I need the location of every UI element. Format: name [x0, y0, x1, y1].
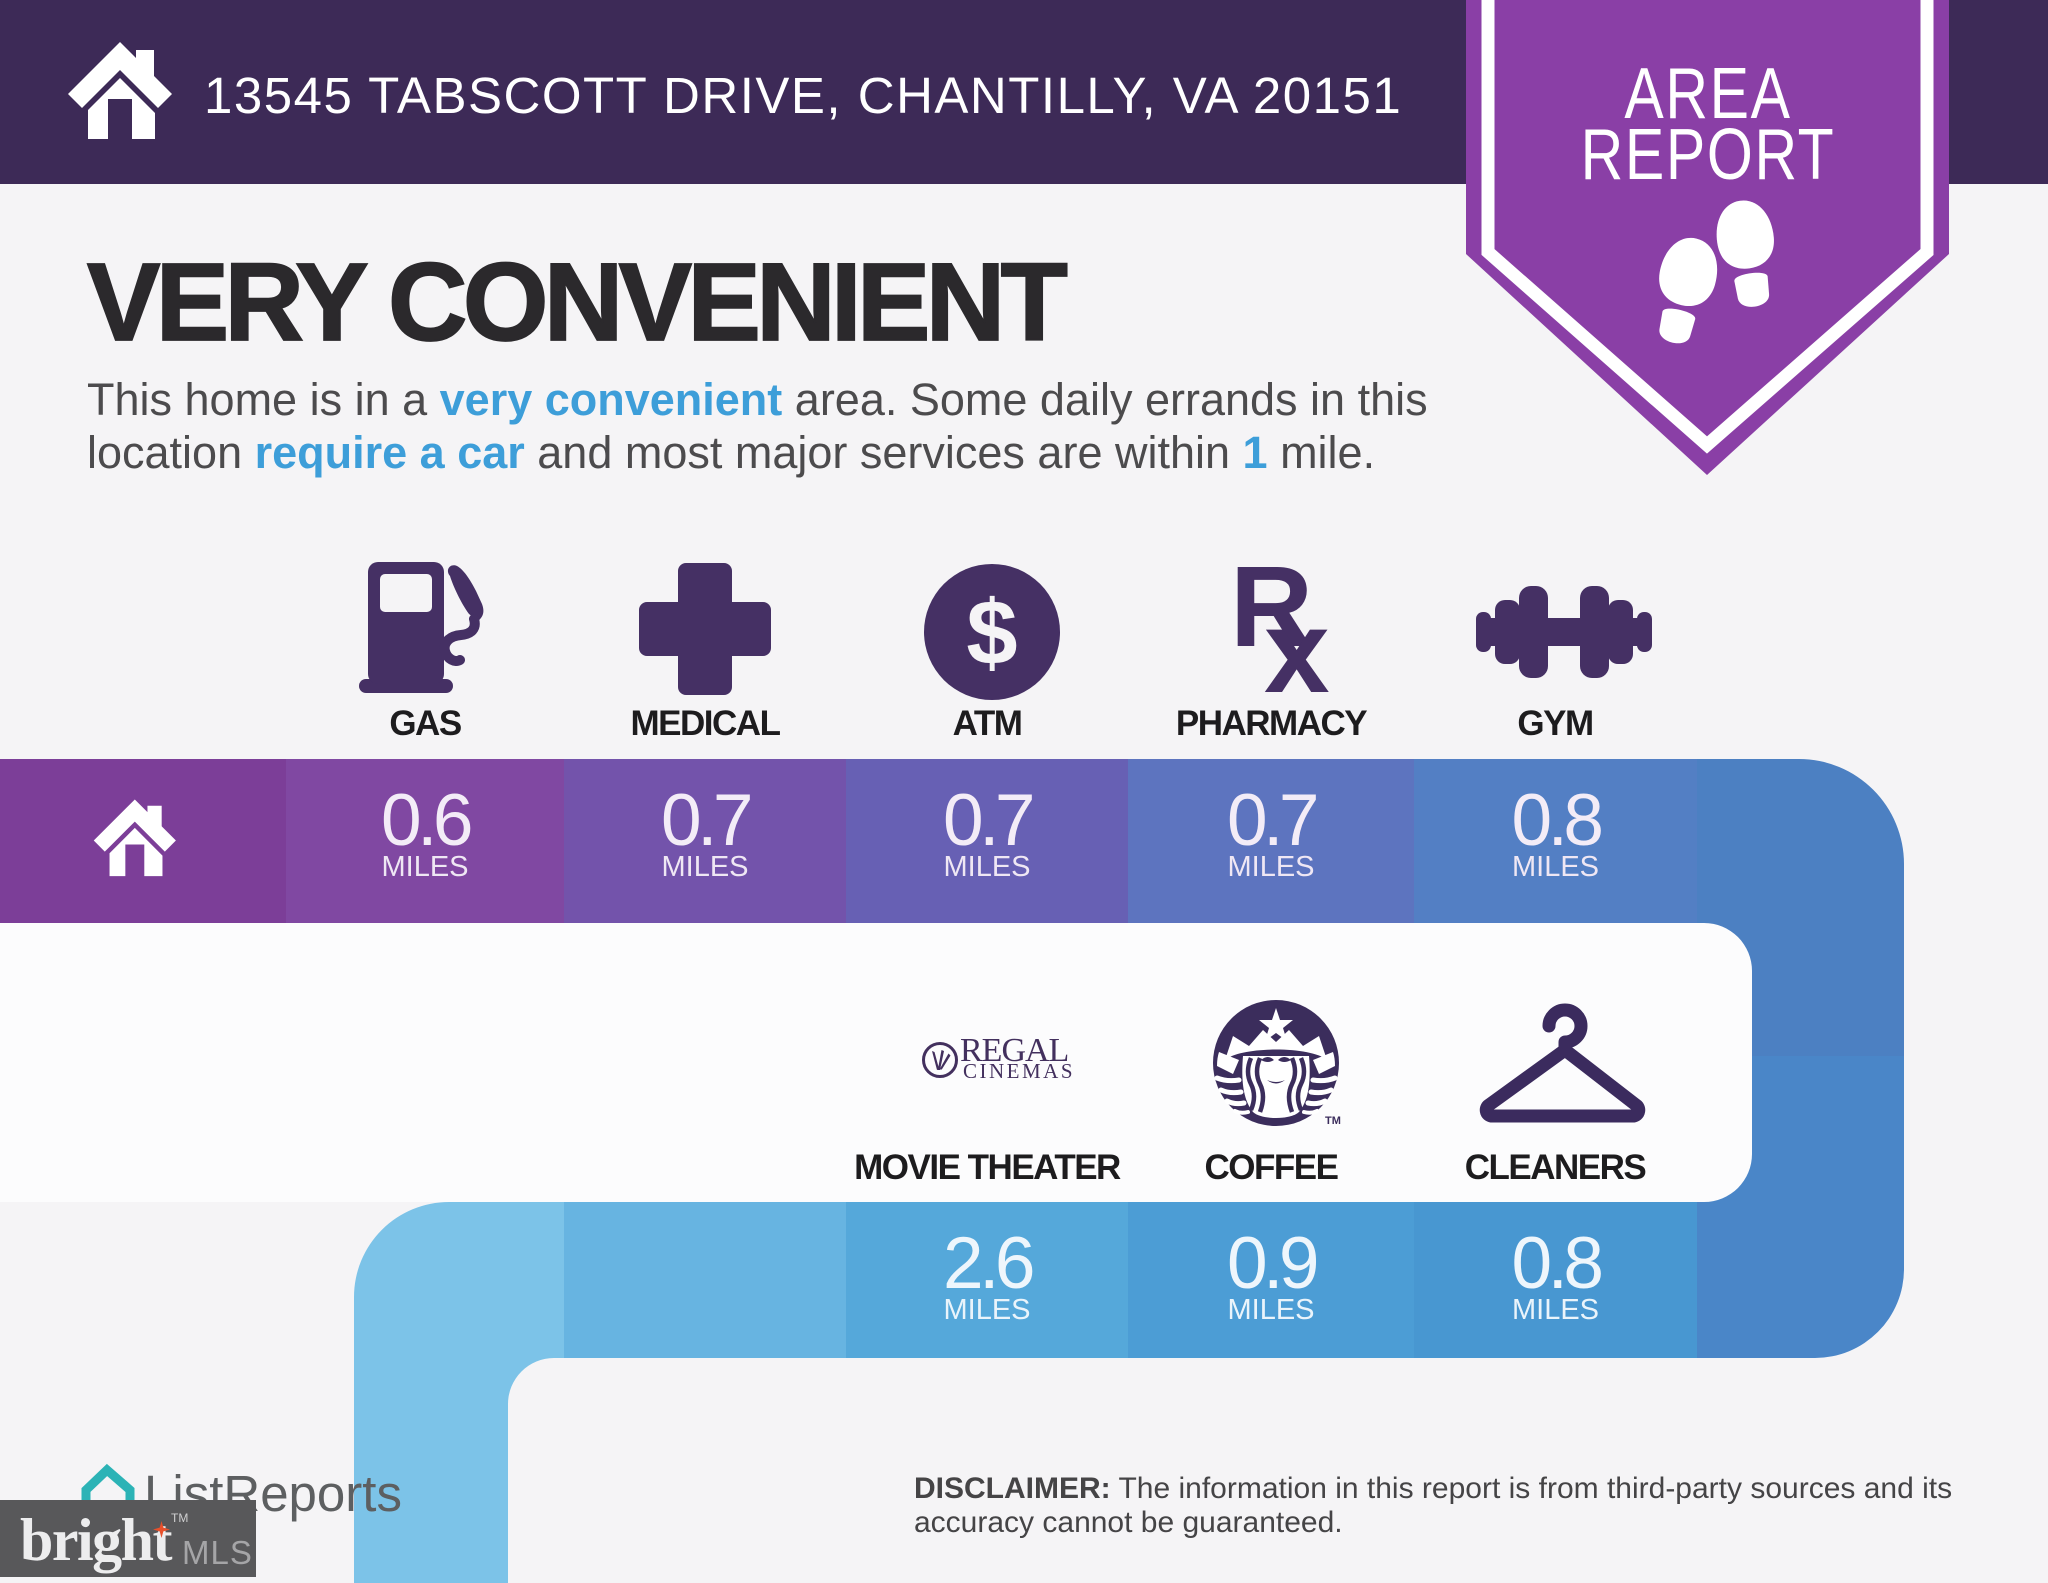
svg-text:R: R — [1230, 555, 1313, 671]
svg-text:TM: TM — [1325, 1115, 1341, 1127]
svg-text:x: x — [1264, 586, 1330, 705]
svg-text:$: $ — [966, 582, 1017, 684]
